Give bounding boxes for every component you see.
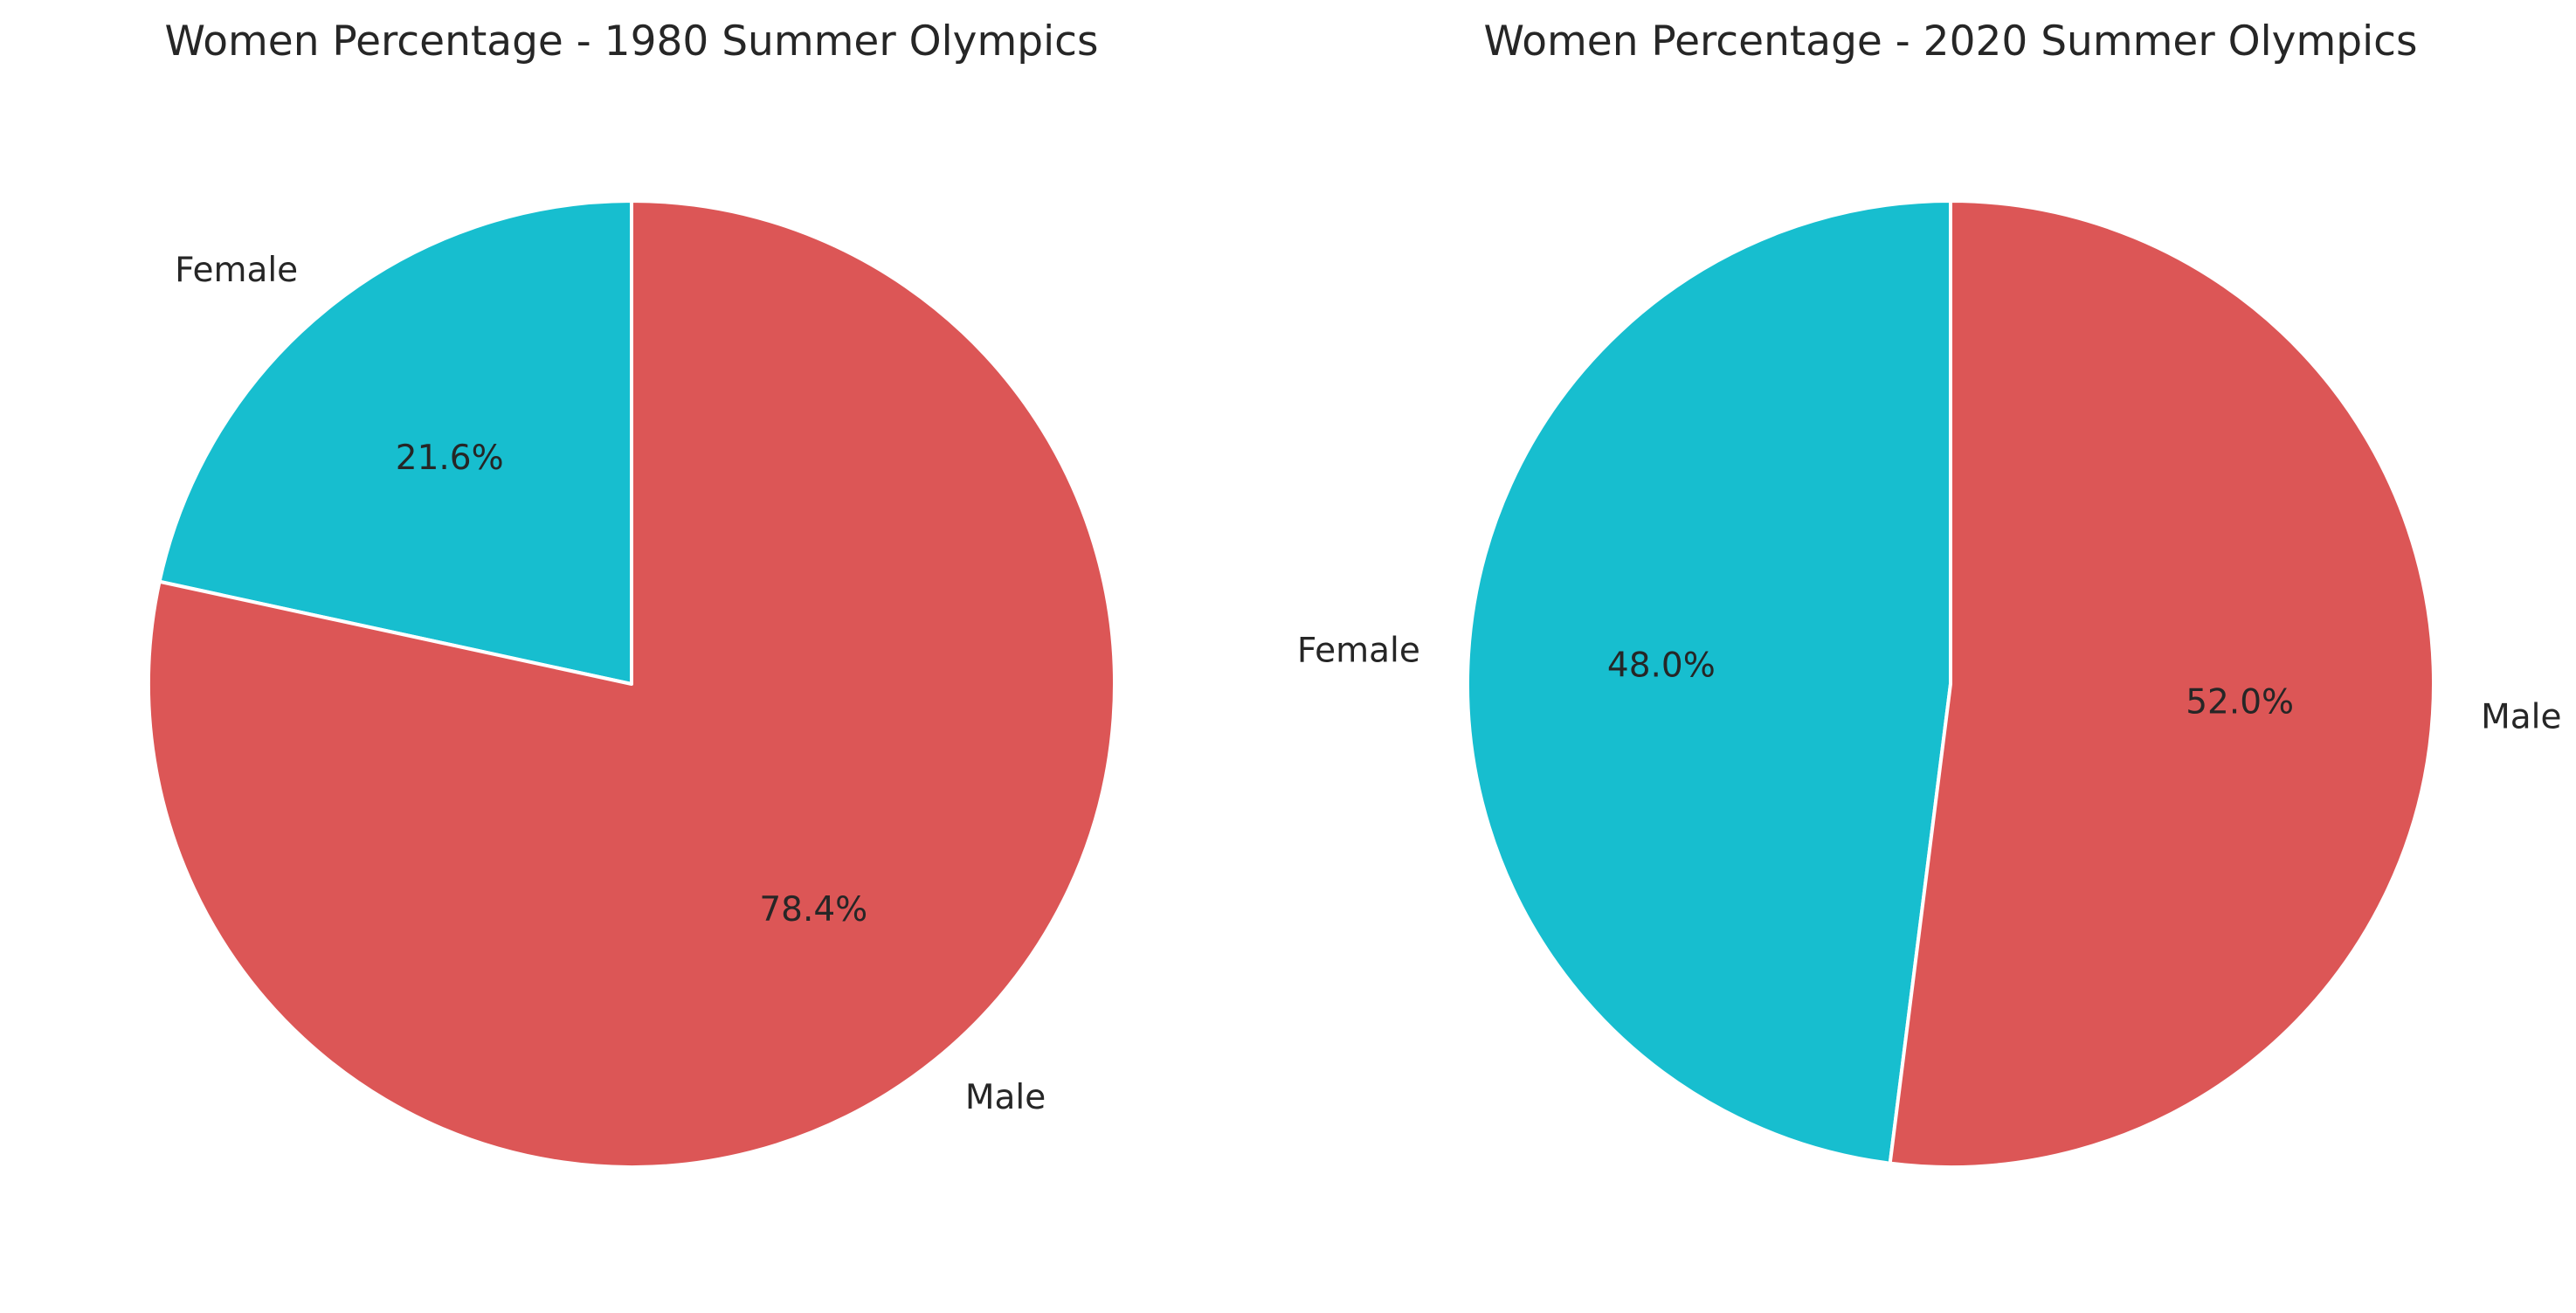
pie-labels: Female 21.6% Male 78.4% <box>175 251 1046 1117</box>
slice-label-male: Male <box>2481 698 2561 737</box>
pie-chart-1980: Women Percentage - 1980 Summer Olympics … <box>147 17 1116 1169</box>
slice-label-female: Female <box>1297 631 1420 670</box>
pie-slices <box>1466 199 2435 1169</box>
pie-chart-2020: Women Percentage - 2020 Summer Olympics … <box>1297 17 2562 1169</box>
slice-label-male: Male <box>965 1078 1046 1117</box>
chart-title: Women Percentage - 2020 Summer Olympics <box>1484 17 2418 66</box>
chart-title: Women Percentage - 1980 Summer Olympics <box>165 17 1099 66</box>
pie-slice-male <box>1888 199 2435 1169</box>
percent-label-male: 78.4% <box>759 890 867 929</box>
percent-label-female: 48.0% <box>1607 646 1716 686</box>
pie-slice-male <box>147 199 1116 1169</box>
percent-label-male: 52.0% <box>2186 682 2294 722</box>
pie-labels: Female 48.0% Male 52.0% <box>1297 631 2562 736</box>
percent-label-female: 21.6% <box>396 439 504 478</box>
slice-label-female: Female <box>175 251 298 290</box>
pie-slices <box>147 199 1116 1169</box>
pie-slice-female <box>157 199 633 686</box>
pie-slice-female <box>1466 199 1952 1165</box>
